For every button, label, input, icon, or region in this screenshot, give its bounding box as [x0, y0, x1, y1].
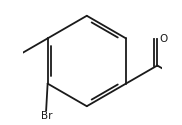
- Text: Br: Br: [41, 111, 53, 121]
- Text: O: O: [159, 34, 168, 44]
